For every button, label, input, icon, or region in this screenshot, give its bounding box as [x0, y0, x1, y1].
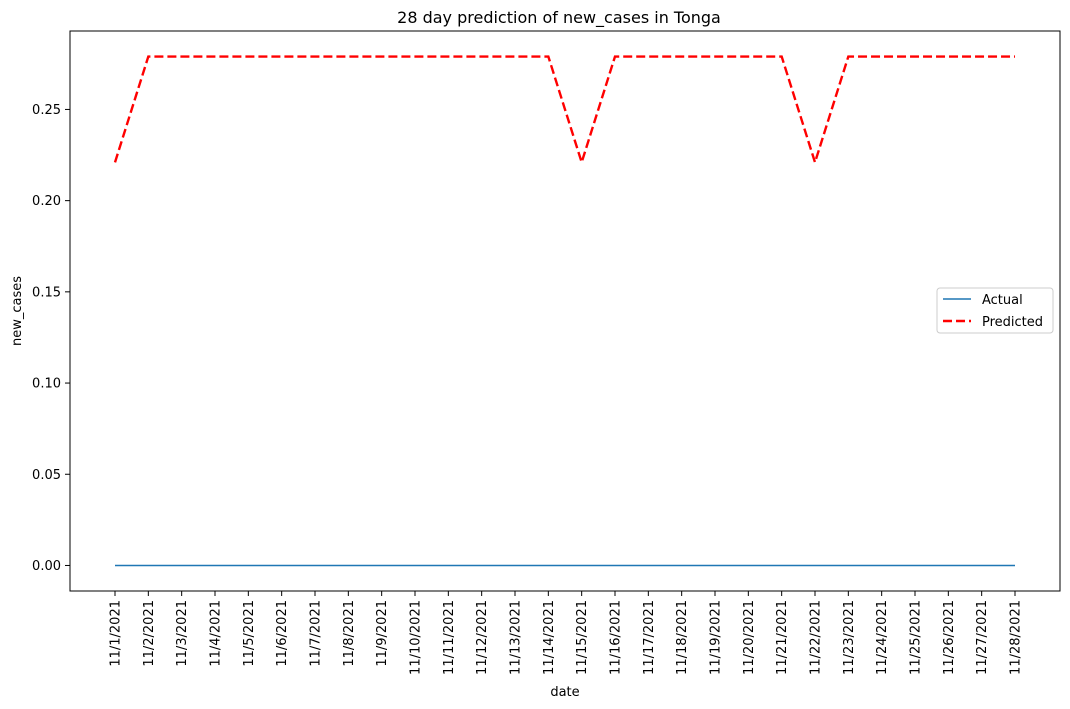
chart-title: 28 day prediction of new_cases in Tonga — [397, 8, 721, 28]
x-tick-label: 11/6/2021 — [275, 600, 290, 667]
y-tick-label: 0.20 — [32, 194, 61, 209]
x-tick-label: 11/13/2021 — [509, 600, 524, 675]
x-tick-label: 11/16/2021 — [609, 600, 624, 675]
legend: Actual Predicted — [936, 287, 1054, 334]
x-tick-label: 11/7/2021 — [309, 600, 324, 667]
x-tick-label: 11/12/2021 — [475, 600, 490, 675]
y-tick-label: 0.05 — [32, 468, 61, 483]
x-tick-label: 11/3/2021 — [175, 600, 190, 667]
y-tick-label: 0.25 — [32, 103, 61, 118]
x-tick-label: 11/8/2021 — [342, 600, 357, 667]
y-tick-label: 0.10 — [32, 377, 61, 392]
x-tick-label: 11/17/2021 — [642, 600, 657, 675]
x-tick-label: 11/21/2021 — [775, 600, 790, 675]
x-tick-label: 11/20/2021 — [742, 600, 757, 675]
x-tick-label: 11/9/2021 — [375, 600, 390, 667]
x-axis-label: date — [550, 685, 579, 700]
x-tick-label: 11/27/2021 — [975, 600, 990, 675]
series-layer — [113, 55, 1015, 567]
legend-label-actual: Actual — [982, 293, 1023, 308]
x-tick-label: 11/26/2021 — [942, 600, 957, 675]
y-tick-label: 0.15 — [32, 285, 61, 300]
x-tick-label: 11/15/2021 — [575, 600, 590, 675]
x-axis-ticks: 11/1/2021 11/2/2021 11/3/2021 11/4/2021 11/5… — [109, 591, 1024, 675]
x-tick-label: 11/23/2021 — [842, 600, 857, 675]
plot-area — [69, 30, 1061, 592]
x-tick-label: 11/2/2021 — [142, 600, 157, 667]
y-axis-ticks: 0.00 0.05 0.10 0.15 0.20 0.25 — [32, 103, 70, 574]
x-tick-label: 11/19/2021 — [709, 600, 724, 675]
x-tick-label: 11/1/2021 — [109, 600, 124, 667]
x-tick-label: 11/14/2021 — [542, 600, 557, 675]
y-axis-label: new_cases — [10, 276, 25, 346]
legend-label-predicted: Predicted — [982, 315, 1043, 330]
x-tick-label: 11/4/2021 — [209, 600, 224, 667]
x-tick-label: 11/18/2021 — [675, 600, 690, 675]
x-tick-label: 11/28/2021 — [1009, 600, 1024, 675]
x-tick-label: 11/24/2021 — [875, 600, 890, 675]
x-tick-label: 11/11/2021 — [442, 600, 457, 675]
series-line-predicted — [113, 55, 1015, 167]
x-tick-label: 11/22/2021 — [809, 600, 824, 675]
x-tick-label: 11/5/2021 — [242, 600, 257, 667]
y-tick-label: 0.00 — [32, 559, 61, 574]
x-tick-label: 11/25/2021 — [909, 600, 924, 675]
x-tick-label: 11/10/2021 — [409, 600, 424, 675]
